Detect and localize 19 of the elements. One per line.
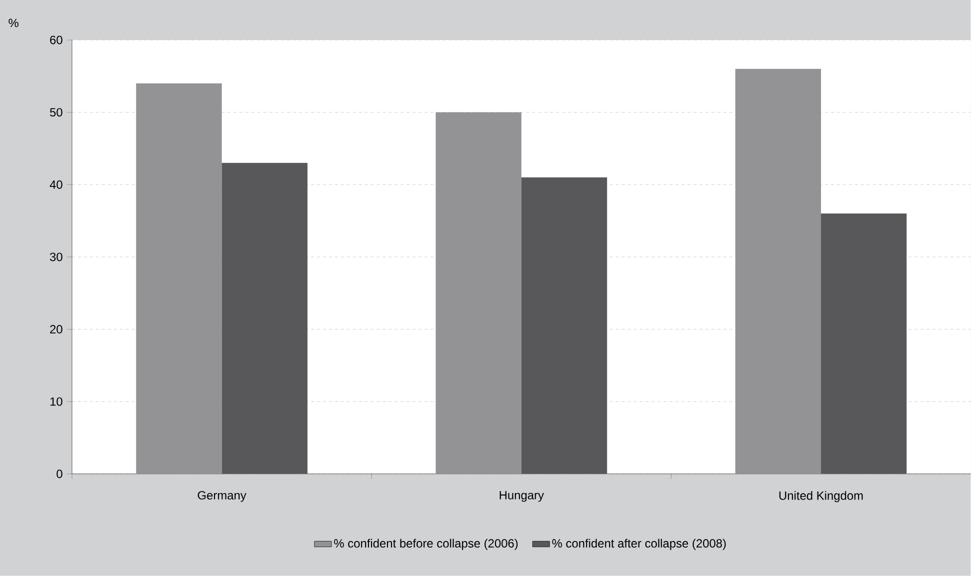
y-tick-label: 50 [50, 108, 62, 117]
bar [136, 83, 222, 474]
bar [735, 68, 821, 474]
bar [436, 112, 522, 474]
legend-label: % confident after collapse (2008) [552, 538, 726, 550]
bar [222, 162, 308, 474]
bar [521, 177, 608, 474]
y-tick-label: 10 [50, 397, 62, 406]
y-tick-label: 40 [50, 180, 62, 189]
y-tick-label: 30 [50, 252, 62, 262]
legend-label: % confident before collapse (2006) [334, 538, 518, 550]
y-tick-label: 20 [50, 325, 62, 334]
x-tick-label: Hungary [500, 491, 544, 502]
y-tick-label: 60 [50, 36, 62, 44]
x-tick-label: United Kingdom [779, 491, 863, 502]
y-tick-label: 0 [56, 470, 62, 478]
bar [821, 214, 907, 474]
y-axis-title: % [8, 18, 18, 28]
x-tick-label: Germany [198, 491, 246, 502]
